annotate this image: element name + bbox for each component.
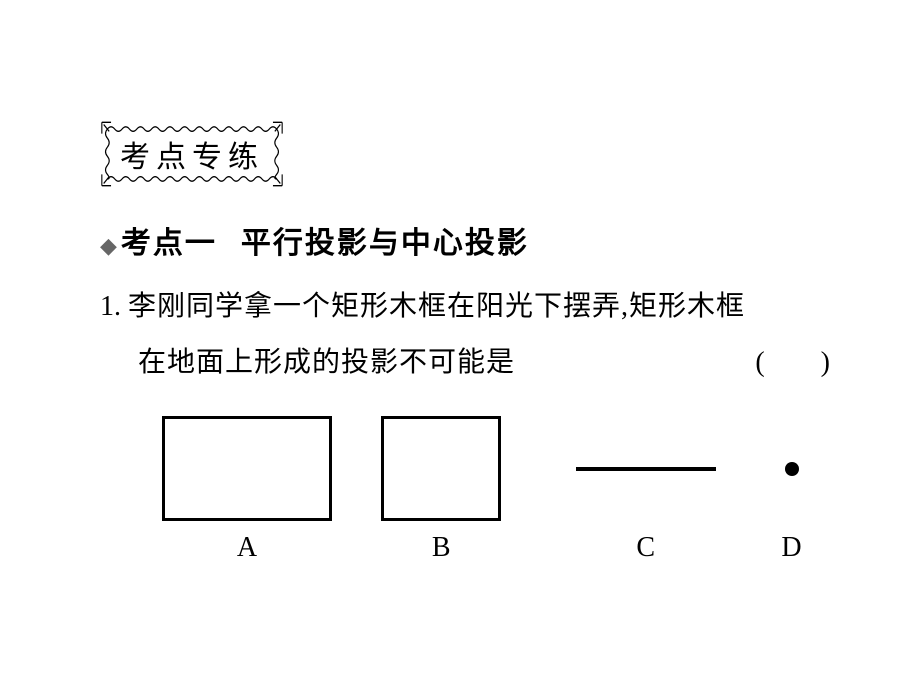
choice-a-label: A	[237, 532, 257, 564]
rectangle-square-icon	[381, 416, 501, 521]
choice-c-label: C	[636, 532, 655, 564]
choices-row: A B C D	[100, 414, 840, 564]
diamond-icon: ◆	[100, 233, 117, 259]
choice-b: B	[354, 414, 529, 564]
line-segment-icon	[576, 467, 716, 471]
choice-b-label: B	[432, 532, 451, 564]
question-text-line2: 在地面上形成的投影不可能是	[138, 338, 515, 388]
question-line2: 在地面上形成的投影不可能是 ( )	[100, 338, 840, 388]
section-badge-text: 考点专练	[120, 141, 264, 174]
question-line1: 1. 李刚同学拿一个矩形木框在阳光下摆弄,矩形木框	[100, 282, 840, 332]
choice-d-shape	[785, 414, 799, 524]
choice-d: D	[743, 414, 840, 564]
choice-c-shape	[576, 414, 716, 524]
topic-title: 平行投影与中心投影	[241, 218, 529, 262]
question-block: 1. 李刚同学拿一个矩形木框在阳光下摆弄,矩形木框 在地面上形成的投影不可能是 …	[100, 282, 840, 389]
section-badge: 考点专练	[100, 120, 284, 188]
topic-label: 考点一	[121, 218, 217, 262]
dot-icon	[785, 462, 799, 476]
question-number: 1.	[100, 291, 121, 322]
topic-heading: ◆ 考点一 平行投影与中心投影	[100, 218, 840, 262]
answer-blank: ( )	[755, 338, 830, 388]
choice-c: C	[558, 414, 733, 564]
choice-a-shape	[162, 414, 332, 524]
choice-d-label: D	[781, 532, 801, 564]
rectangle-wide-icon	[162, 416, 332, 521]
choice-b-shape	[381, 414, 501, 524]
choice-a: A	[150, 414, 344, 564]
question-text-line1: 李刚同学拿一个矩形木框在阳光下摆弄,矩形木框	[128, 291, 745, 322]
